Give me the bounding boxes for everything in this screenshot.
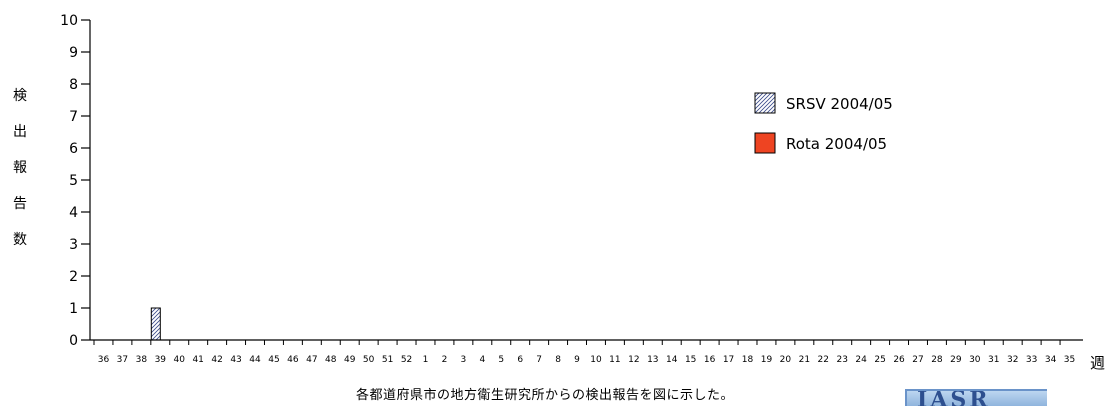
x-axis-label: 週: [1090, 354, 1105, 372]
legend-label: SRSV 2004/05: [786, 95, 893, 113]
x-tick-label: 17: [723, 355, 734, 365]
legend-swatch: [754, 132, 776, 154]
bar-hatched: [150, 307, 161, 341]
x-tick-label: 8: [555, 355, 561, 365]
x-axis-ticks: 36 37 38 39 40 41 42 43 44 45 46 47 48 49 50 51 52 1 2 3 4 5 6…: [93, 340, 1075, 365]
x-tick-label: 19: [761, 355, 773, 365]
x-tick-label: 14: [666, 355, 678, 365]
x-tick-label: 20: [780, 355, 792, 365]
x-tick-label: 26: [893, 355, 905, 365]
caption: 各都道府県市の地方衛生研究所からの検出報告を図に示した。: [356, 388, 735, 403]
x-tick-label: 33: [1026, 355, 1037, 365]
y-tick-label: 0: [69, 333, 78, 349]
x-tick-label: 34: [1045, 355, 1057, 365]
y-axis-label-char: 検: [13, 88, 27, 104]
x-tick-label: 1: [423, 355, 429, 365]
x-tick-label: 4: [479, 355, 485, 365]
x-tick-label: 36: [98, 355, 110, 365]
x-tick-label: 40: [174, 355, 186, 365]
x-tick-label: 43: [230, 355, 241, 365]
x-tick-label: 29: [950, 355, 962, 365]
x-tick-label: 23: [836, 355, 847, 365]
y-tick-label: 6: [69, 141, 78, 157]
axes: [89, 20, 1083, 341]
y-axis-label-char: 告: [13, 196, 27, 212]
x-tick-label: 44: [249, 355, 261, 365]
y-tick-label: 5: [69, 173, 78, 189]
x-tick-label: 37: [117, 355, 128, 365]
y-tick-label: 2: [69, 269, 78, 285]
y-tick-label: 10: [60, 13, 78, 29]
y-tick-label: 9: [69, 45, 78, 61]
x-tick-label: 35: [1064, 355, 1075, 365]
legend: SRSV 2004/05 Rota 2004/05: [754, 92, 893, 154]
x-tick-label: 28: [931, 355, 943, 365]
x-tick-label: 30: [969, 355, 981, 365]
x-tick-label: 16: [704, 355, 716, 365]
x-tick-label: 25: [874, 355, 885, 365]
x-tick-label: 3: [461, 355, 467, 365]
x-tick-label: 22: [818, 355, 829, 365]
x-tick-label: 7: [536, 355, 542, 365]
x-tick-label: 50: [363, 355, 375, 365]
x-tick-label: 41: [192, 355, 203, 365]
y-axis-ticks: 0 1 2 3 4 5 6 7 8 9 10: [60, 13, 90, 349]
x-tick-label: 9: [574, 355, 580, 365]
x-tick-label: 31: [988, 355, 999, 365]
x-tick-label: 39: [155, 355, 167, 365]
x-tick-label: 52: [401, 355, 412, 365]
x-tick-label: 12: [628, 355, 639, 365]
y-axis-label-char: 報: [13, 160, 27, 176]
x-tick-label: 46: [287, 355, 299, 365]
x-tick-label: 6: [517, 355, 523, 365]
x-tick-label: 11: [609, 355, 620, 365]
x-tick-label: 48: [325, 355, 337, 365]
x-tick-label: 27: [912, 355, 923, 365]
x-tick-label: 45: [268, 355, 279, 365]
x-tick-label: 21: [799, 355, 810, 365]
iasr-logo: IASR: [905, 389, 1047, 406]
x-tick-label: 18: [742, 355, 754, 365]
x-tick-label: 2: [442, 355, 448, 365]
bars: [150, 307, 161, 341]
legend-label: Rota 2004/05: [786, 135, 887, 153]
x-tick-label: 13: [647, 355, 658, 365]
x-tick-label: 5: [498, 355, 504, 365]
y-tick-label: 4: [69, 205, 78, 221]
y-axis-label-char: 数: [13, 232, 27, 248]
y-tick-label: 1: [69, 301, 78, 317]
x-tick-label: 42: [211, 355, 222, 365]
logo-text: IASR: [917, 389, 991, 406]
x-tick-label: 51: [382, 355, 393, 365]
x-tick-label: 47: [306, 355, 317, 365]
x-tick-label: 10: [590, 355, 602, 365]
x-tick-label: 49: [344, 355, 356, 365]
x-tick-label: 32: [1007, 355, 1018, 365]
legend-swatch: [754, 92, 776, 114]
y-tick-label: 8: [69, 77, 78, 93]
y-tick-label: 3: [69, 237, 78, 253]
x-tick-label: 38: [136, 355, 148, 365]
y-tick-label: 7: [69, 109, 78, 125]
y-axis-label-char: 出: [13, 124, 27, 140]
x-tick-label: 24: [855, 355, 867, 365]
x-tick-label: 15: [685, 355, 696, 365]
